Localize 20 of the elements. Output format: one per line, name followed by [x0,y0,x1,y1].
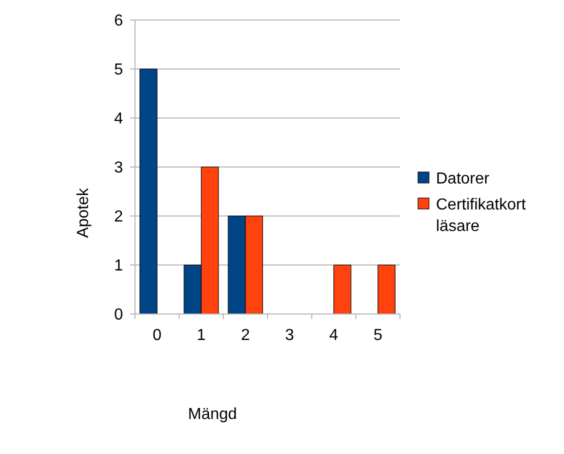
y-axis-title: Apotek [75,187,92,238]
y-tick-label: 6 [114,12,124,30]
y-tick-label: 5 [114,62,124,79]
y-tick-label: 0 [114,306,124,324]
y-tick-label: 1 [114,258,124,275]
bar [140,68,158,314]
x-tick-label: 4 [329,327,338,344]
legend-label: Certifikatkort läsare [436,196,526,236]
x-tick-label: 1 [196,327,206,344]
y-tick-label: 3 [114,160,124,177]
bar [333,264,352,314]
y-tick-label: 4 [114,110,124,128]
x-axis-title: Mängd [188,406,237,423]
bar [378,264,396,314]
x-tick-label: 2 [240,327,250,344]
x-tick-label: 0 [152,327,162,344]
y-tick-label: 2 [114,208,124,226]
x-tick-label: 3 [285,327,294,344]
x-tick-label: 5 [373,327,382,344]
legend-label: Datorer [436,170,490,188]
